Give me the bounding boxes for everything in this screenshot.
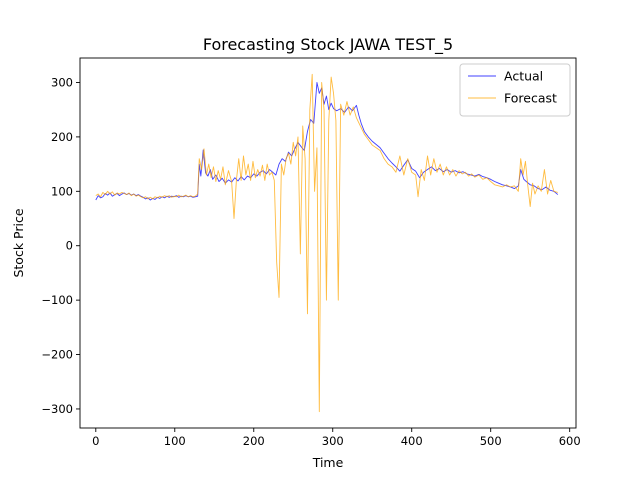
x-tick-label: 200 [243, 434, 265, 448]
series-line-forecast [95, 73, 558, 413]
x-tick-label: 400 [401, 434, 423, 448]
x-axis-ticks: 0 100 200 300 400 500 600 [92, 428, 581, 448]
legend-label-forecast: Forecast [504, 91, 557, 106]
x-axis-label: Time [312, 455, 344, 470]
y-tick-label: −300 [41, 402, 73, 416]
plot-frame [79, 57, 577, 429]
x-tick-label: 300 [322, 434, 344, 448]
y-tick-label: 200 [51, 130, 73, 144]
legend-box [459, 63, 571, 117]
x-tick-label: 0 [92, 434, 99, 448]
x-tick-label: 100 [164, 434, 186, 448]
chart-title: Forecasting Stock JAWA TEST_5 [203, 35, 453, 55]
y-tick-label: −100 [41, 293, 73, 307]
series-line-actual [95, 82, 559, 201]
y-tick-label: 100 [51, 184, 73, 198]
y-tick-label: 300 [51, 75, 73, 89]
x-tick-label: 600 [559, 434, 581, 448]
y-tick-label: −200 [41, 348, 73, 362]
plot-lines [95, 73, 559, 413]
y-tick-label: 0 [66, 239, 73, 253]
x-tick-label: 500 [480, 434, 502, 448]
legend-label-actual: Actual [504, 69, 543, 84]
axes [79, 57, 577, 429]
y-axis-ticks: −300 −200 −100 0 100 200 300 [41, 75, 80, 416]
y-axis-label: Stock Price [11, 208, 26, 277]
chart-legend: Actual Forecast [459, 63, 571, 117]
